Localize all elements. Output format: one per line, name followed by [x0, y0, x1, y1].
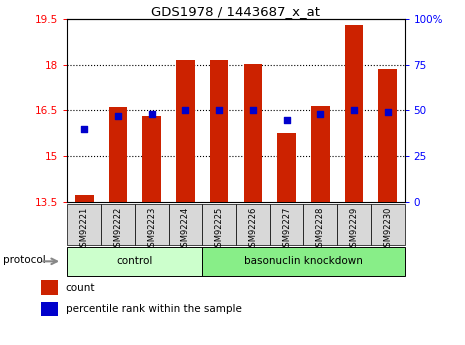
Point	[317, 111, 324, 117]
Bar	[101, 204, 135, 245]
Bar	[75, 195, 93, 202]
Bar	[142, 117, 161, 202]
Bar	[244, 64, 262, 202]
Bar	[337, 204, 371, 245]
Point	[80, 126, 88, 131]
Bar	[270, 204, 303, 245]
Point	[114, 113, 122, 119]
Bar	[202, 204, 236, 245]
Text: GSM92229: GSM92229	[350, 207, 359, 252]
Bar	[210, 60, 228, 202]
Text: control: control	[117, 256, 153, 266]
Text: GSM92228: GSM92228	[316, 207, 325, 252]
Bar	[303, 204, 337, 245]
Text: percentile rank within the sample: percentile rank within the sample	[66, 304, 242, 314]
Text: GSM92224: GSM92224	[181, 207, 190, 252]
Bar	[168, 204, 202, 245]
Point	[350, 108, 358, 113]
Point	[215, 108, 223, 113]
Text: GSM92221: GSM92221	[80, 207, 89, 252]
Bar	[67, 247, 202, 276]
Bar	[379, 69, 397, 202]
Text: GSM92227: GSM92227	[282, 207, 291, 252]
Text: protocol: protocol	[3, 255, 46, 265]
Bar	[236, 204, 270, 245]
Point	[182, 108, 189, 113]
Text: GSM92226: GSM92226	[248, 207, 257, 252]
Point	[283, 117, 290, 122]
Bar	[371, 204, 405, 245]
Text: count: count	[66, 283, 95, 293]
Text: GSM92222: GSM92222	[113, 207, 122, 252]
Bar	[109, 107, 127, 202]
Bar	[67, 204, 101, 245]
Text: GSM92223: GSM92223	[147, 207, 156, 252]
Point	[148, 111, 155, 117]
Text: GSM92230: GSM92230	[383, 207, 392, 252]
Title: GDS1978 / 1443687_x_at: GDS1978 / 1443687_x_at	[152, 5, 320, 18]
Bar	[277, 133, 296, 202]
Text: GSM92225: GSM92225	[215, 207, 224, 252]
Bar	[135, 204, 168, 245]
Bar	[345, 25, 363, 202]
Text: basonuclin knockdown: basonuclin knockdown	[244, 256, 363, 266]
Bar	[41, 280, 58, 295]
Bar	[176, 60, 195, 202]
Point	[384, 109, 392, 115]
Bar	[202, 247, 405, 276]
Bar	[41, 302, 58, 316]
Bar	[311, 106, 330, 202]
Point	[249, 108, 257, 113]
